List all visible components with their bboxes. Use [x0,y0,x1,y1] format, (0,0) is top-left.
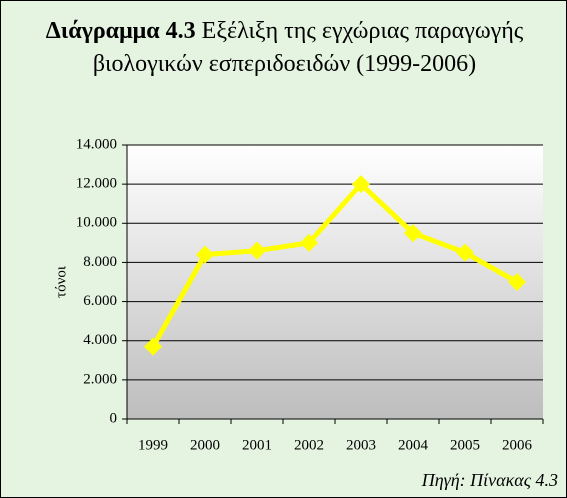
title-label: Διάγραμμα 4.3 [45,18,196,44]
y-tick-label: 8.000 [83,254,117,270]
data-marker [352,175,370,194]
data-marker [508,273,526,291]
chart-title: Διάγραμμα 4.3 Εξέλιξη της εγχώριας παραγ… [41,15,528,81]
x-tick-label: 2001 [242,437,272,453]
y-tick-label: 12.000 [76,176,117,192]
x-tick-label: 2005 [450,437,480,453]
x-tick-label: 1999 [138,437,168,453]
x-tick-label: 2004 [398,437,429,453]
data-marker [144,337,162,356]
x-tick-label: 2002 [294,437,324,453]
plot-area [127,145,543,419]
title-text: Εξέλιξη της εγχώριας παραγωγής βιολογικώ… [92,18,524,77]
x-tick-label: 2000 [190,437,220,453]
data-marker [404,224,422,243]
data-marker [248,241,266,260]
y-tick-label: 14.000 [76,136,117,152]
data-line [150,181,519,348]
data-marker [456,243,474,262]
y-tick-label: 0 [110,410,118,426]
y-tick-label: 2.000 [83,371,117,387]
x-tick-label: 2006 [502,437,533,453]
y-tick-label: 6.000 [83,293,117,309]
y-axis-label: τόνοι [53,266,69,298]
data-marker [300,233,318,252]
y-tick-label: 10.000 [76,215,117,231]
source-note: Πηγή: Πίνακας 4.3 [421,470,558,490]
data-marker [196,245,214,264]
x-tick-label: 2003 [346,437,376,453]
y-tick-label: 4.000 [83,332,117,348]
